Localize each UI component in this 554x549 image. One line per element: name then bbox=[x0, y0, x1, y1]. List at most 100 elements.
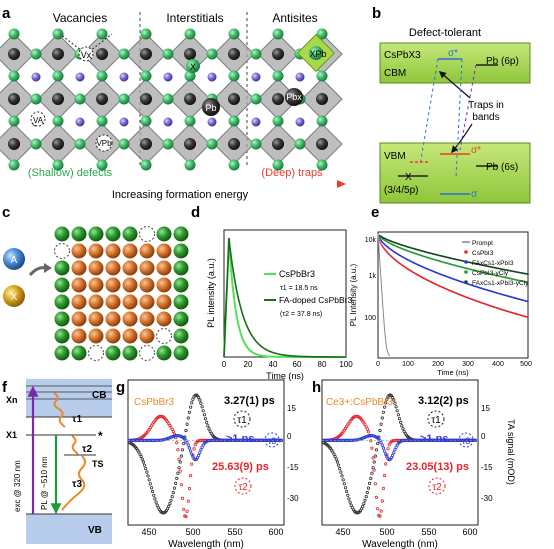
deep-traps-label: (Deep) traps bbox=[261, 167, 323, 179]
plot-e-ytick: 1k bbox=[369, 273, 377, 280]
halide-atom bbox=[140, 159, 152, 171]
lead-atom bbox=[272, 138, 284, 150]
surface-atom bbox=[54, 226, 70, 242]
plot-e-xtick: 200 bbox=[432, 361, 444, 368]
star-label: * bbox=[98, 429, 103, 443]
plot-g-tau2-circle bbox=[234, 477, 252, 495]
ta-black-point bbox=[342, 482, 346, 486]
ta-black-point bbox=[376, 441, 380, 446]
lead-atom bbox=[316, 138, 328, 150]
legend-e-swatch-2 bbox=[464, 260, 468, 264]
cb-label: CB bbox=[92, 390, 106, 401]
plot-e-xtick: 500 bbox=[520, 361, 532, 368]
ta-black-point bbox=[394, 405, 398, 409]
plot-h-xtick: 500 bbox=[379, 527, 394, 537]
ta-black-point bbox=[367, 481, 372, 485]
legend-e-swatch-4 bbox=[464, 280, 468, 284]
core-atom bbox=[88, 311, 104, 327]
lead-atom bbox=[96, 48, 108, 60]
lattice-vacancy bbox=[88, 345, 104, 361]
ta-black-point bbox=[395, 409, 399, 413]
surface-atom bbox=[105, 226, 121, 242]
lead-atom bbox=[272, 48, 284, 60]
ta-red-point bbox=[171, 429, 175, 434]
ta-blue-point bbox=[381, 446, 385, 450]
core-atom bbox=[156, 277, 172, 293]
a-cation bbox=[75, 72, 85, 82]
vacancy-a-label: VA bbox=[33, 116, 44, 125]
halide-atom bbox=[118, 93, 130, 105]
tau1-label-f: τ1 bbox=[72, 414, 82, 425]
ta-red-point bbox=[381, 486, 385, 490]
panel-e: e PL Intensity (a.u.) 10k 1k 100 0 100 2… bbox=[349, 204, 532, 377]
ta-black-point bbox=[400, 424, 404, 428]
lead-atom bbox=[8, 138, 20, 150]
ta-black-point bbox=[369, 476, 373, 480]
lead-atom bbox=[8, 93, 20, 105]
panel-label-c: c bbox=[2, 204, 10, 221]
data-point-cspbi3 bbox=[527, 316, 529, 319]
pb-interstitial bbox=[202, 98, 220, 116]
a-cation bbox=[251, 72, 261, 82]
xpb-atom bbox=[309, 46, 323, 60]
ta-black-point bbox=[344, 489, 349, 494]
ta-black-point bbox=[148, 482, 152, 486]
halide-atom bbox=[140, 70, 152, 82]
lattice-vacancy bbox=[156, 328, 172, 344]
ta-black-point bbox=[401, 427, 405, 431]
ta-black-point bbox=[152, 493, 156, 497]
surface-atom bbox=[105, 345, 121, 361]
ta-red-point bbox=[185, 509, 189, 513]
core-atom bbox=[105, 277, 121, 293]
lead-atom bbox=[228, 138, 240, 150]
ta-black-point bbox=[197, 395, 201, 400]
halide-atom bbox=[272, 28, 284, 40]
plot-d-ylabel: PL intensity (a.u.) bbox=[206, 258, 216, 328]
tau2-label-f: τ2 bbox=[82, 444, 92, 455]
halide-atom bbox=[272, 115, 284, 127]
ta-black-point bbox=[336, 463, 341, 467]
plot-h-ytick: -15 bbox=[481, 463, 493, 472]
vb-label: VB bbox=[88, 525, 102, 536]
a-cation bbox=[207, 72, 217, 82]
halide-atom bbox=[228, 115, 240, 127]
ta-black-point bbox=[372, 460, 376, 464]
halide-atom bbox=[118, 48, 130, 60]
ta-black-point bbox=[341, 478, 345, 482]
mix-line-3 bbox=[459, 64, 477, 151]
core-atom bbox=[105, 294, 121, 310]
ta-black-point bbox=[174, 481, 178, 485]
panel-label-g: g bbox=[116, 379, 125, 396]
ta-blue-point bbox=[384, 452, 388, 456]
plot-d-xtick: 80 bbox=[318, 360, 327, 369]
plot-g-frame bbox=[127, 379, 285, 526]
halide-atom bbox=[140, 115, 152, 127]
plot-g-xtick: 600 bbox=[268, 527, 283, 537]
data-point-fa-cspbi3-cl bbox=[527, 273, 529, 276]
plot-g-xtick: 550 bbox=[227, 527, 242, 537]
ta-blue-point bbox=[392, 450, 396, 455]
ta-black-point bbox=[338, 466, 342, 471]
panel-a: a Vacancies Interstitials Antisites Vx X… bbox=[0, 5, 346, 201]
lead-atom bbox=[316, 93, 328, 105]
legend-e-swatch-1 bbox=[464, 250, 468, 254]
ta-black-point bbox=[170, 494, 174, 499]
ta-red-point bbox=[192, 447, 196, 451]
legend-e-prompt: Prompt bbox=[472, 240, 493, 247]
ta-black-point bbox=[392, 398, 396, 402]
pb6s-label: Pb (6s) bbox=[486, 162, 518, 173]
halide-atom bbox=[184, 159, 196, 171]
ta-black-point bbox=[190, 401, 194, 405]
ta-black-point bbox=[154, 500, 158, 504]
core-atom bbox=[122, 277, 138, 293]
surface-atom bbox=[122, 226, 138, 242]
plot-d-xtick: 60 bbox=[293, 360, 302, 369]
panel-b: b Defect-tolerant CsPbX3 CBM σ* Pb (6p) … bbox=[372, 5, 531, 204]
panel-label-f: f bbox=[2, 379, 8, 396]
ta-black-point bbox=[191, 397, 195, 401]
plot-e-xtick: 0 bbox=[376, 361, 380, 368]
plot-h-frame bbox=[321, 379, 479, 526]
ta-black-point bbox=[346, 493, 350, 497]
ta-black-point bbox=[206, 424, 210, 428]
